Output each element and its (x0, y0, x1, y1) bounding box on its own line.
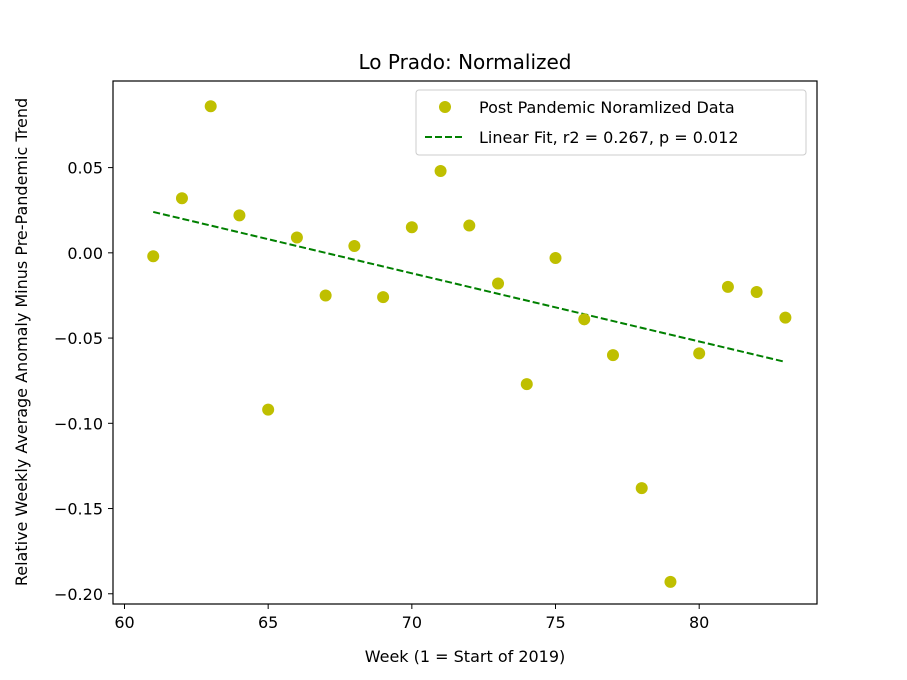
data-point (434, 165, 447, 178)
x-tick-label: 80 (689, 613, 709, 632)
y-tick-label: 0.00 (67, 244, 103, 263)
legend: Post Pandemic Noramlized Data Linear Fit… (415, 89, 807, 156)
y-axis-title: Relative Weekly Average Anomaly Minus Pr… (12, 98, 31, 586)
data-point (463, 219, 476, 232)
y-tick-label: −0.05 (54, 329, 103, 348)
data-point (233, 209, 246, 222)
data-point (204, 100, 217, 113)
y-tick-label: −0.20 (54, 585, 103, 604)
data-point (779, 311, 792, 324)
x-tick-label: 65 (258, 613, 278, 632)
legend-label-fit: Linear Fit, r2 = 0.267, p = 0.012 (479, 128, 739, 147)
y-tick-label: −0.15 (54, 500, 103, 519)
data-point (693, 347, 706, 360)
legend-box (415, 89, 807, 156)
x-axis-title: Week (1 = Start of 2019) (365, 647, 566, 666)
data-point (549, 251, 562, 264)
fit-line-layer (152, 210, 786, 363)
x-axis-ticks: 60 65 70 75 80 (114, 604, 709, 632)
data-point (147, 250, 160, 263)
y-tick-label: 0.05 (67, 159, 103, 178)
x-tick-label: 70 (402, 613, 422, 632)
data-point (721, 280, 734, 293)
data-point (377, 291, 390, 304)
data-point (635, 482, 648, 495)
data-point (348, 240, 361, 253)
legend-label-scatter: Post Pandemic Noramlized Data (479, 98, 735, 117)
y-tick-label: −0.10 (54, 414, 103, 433)
data-point (578, 313, 591, 326)
data-point (664, 575, 677, 588)
data-point (606, 349, 619, 362)
data-point (175, 192, 188, 205)
data-point (492, 277, 505, 290)
plot-frame (112, 80, 818, 605)
plot-area (113, 81, 817, 604)
scatter-points-layer (147, 100, 792, 588)
data-point (319, 289, 332, 302)
data-point (262, 403, 275, 416)
data-point (520, 378, 533, 391)
legend-marker-scatter (439, 101, 451, 113)
data-point (405, 221, 418, 234)
fit-line (152, 210, 786, 363)
chart-title: Lo Prado: Normalized (358, 50, 571, 74)
data-point (750, 286, 763, 299)
data-point (290, 231, 303, 244)
x-tick-label: 60 (114, 613, 134, 632)
y-axis-ticks: −0.20 −0.15 −0.10 −0.05 0.00 0.05 (54, 159, 113, 604)
x-tick-label: 75 (545, 613, 565, 632)
